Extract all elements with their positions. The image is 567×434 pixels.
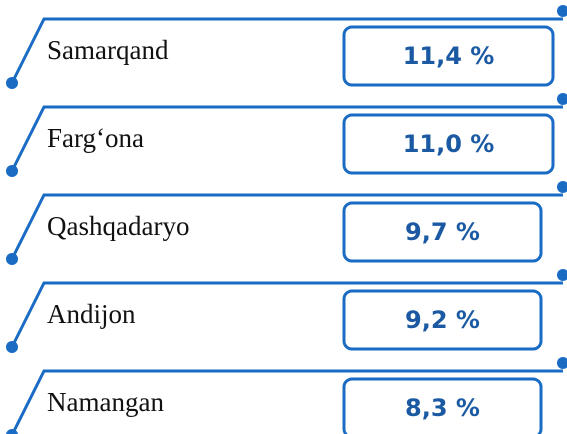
- share-box: [342, 113, 555, 175]
- region-name: Namangan: [47, 387, 164, 417]
- region-share: 11,0 %: [403, 130, 495, 158]
- row-frame-line: [10, 281, 563, 348]
- region-name: Samarqand: [47, 35, 169, 65]
- row-frame-line: [10, 369, 563, 434]
- region-share: 8,3 %: [405, 394, 480, 422]
- row-dot: [557, 357, 567, 369]
- share-box: [342, 289, 543, 351]
- row-dot: [6, 253, 18, 265]
- region-name: Farg‘ona: [47, 123, 144, 153]
- row-frame-line: [10, 105, 563, 172]
- share-box: [342, 25, 555, 87]
- row-frame-line: [10, 193, 563, 260]
- region-name: Andijon: [47, 299, 136, 329]
- row-frame-line: [10, 17, 563, 84]
- region-share: 9,7 %: [405, 218, 480, 246]
- row-dot: [6, 429, 18, 434]
- region-name: Qashqadaryo: [47, 211, 189, 241]
- row-dot: [6, 341, 18, 353]
- row-dot: [557, 5, 567, 17]
- row-dot: [557, 181, 567, 193]
- region-row: Andijon 9,2 %: [6, 269, 567, 353]
- row-dot: [6, 165, 18, 177]
- region-row: Namangan 8,3 %: [6, 357, 567, 434]
- region-row: Qashqadaryo 9,7 %: [6, 181, 567, 265]
- row-dot: [557, 93, 567, 105]
- share-box: [342, 201, 543, 263]
- row-dot: [6, 77, 18, 89]
- row-dot: [557, 269, 567, 281]
- region-row: Farg‘ona 11,0 %: [6, 93, 567, 177]
- region-row: Samarqand 11,4 %: [6, 5, 567, 89]
- region-share: 9,2 %: [405, 306, 480, 334]
- region-share: 11,4 %: [403, 42, 495, 70]
- share-box: [342, 377, 543, 434]
